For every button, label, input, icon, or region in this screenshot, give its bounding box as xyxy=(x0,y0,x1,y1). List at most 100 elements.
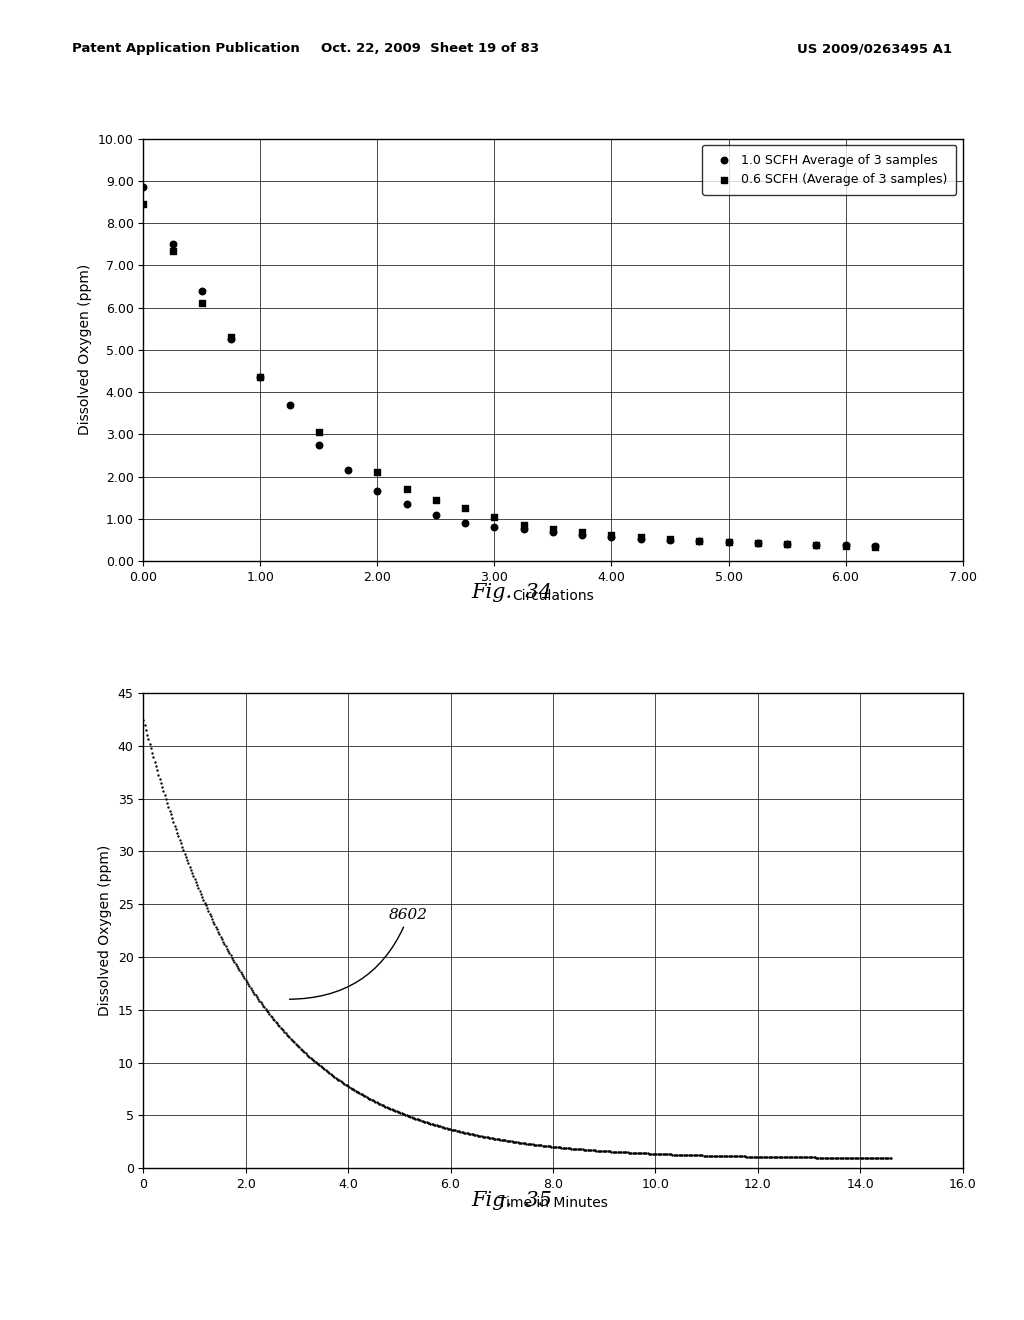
Point xyxy=(300,1045,316,1067)
Point xyxy=(135,710,152,731)
Point xyxy=(251,990,267,1011)
Point xyxy=(278,1023,294,1044)
Point xyxy=(288,1034,304,1055)
Point xyxy=(821,1147,838,1168)
Point xyxy=(572,1139,589,1160)
Point xyxy=(210,921,226,942)
Point xyxy=(242,975,258,997)
Point xyxy=(230,958,247,979)
Point xyxy=(823,1147,840,1168)
Point xyxy=(808,1147,824,1168)
Point xyxy=(582,1139,598,1160)
Point xyxy=(562,1138,579,1159)
Point xyxy=(460,1123,476,1144)
Point xyxy=(647,1143,664,1164)
Point xyxy=(296,1041,312,1063)
Point xyxy=(216,933,232,954)
Point xyxy=(496,1130,512,1151)
Point xyxy=(878,1147,894,1168)
Point xyxy=(744,1146,761,1167)
0.6 SCFH (Average of 3 samples) xyxy=(398,479,415,500)
Point xyxy=(255,995,271,1016)
Point xyxy=(208,916,224,937)
Point xyxy=(700,1144,717,1166)
Point xyxy=(286,1032,302,1053)
Point xyxy=(765,1146,781,1167)
Point xyxy=(461,1123,477,1144)
Point xyxy=(451,1121,467,1142)
Point xyxy=(753,1146,769,1167)
Point xyxy=(882,1147,898,1168)
Point xyxy=(152,768,168,789)
Point xyxy=(550,1137,566,1158)
Point xyxy=(654,1143,671,1164)
Point xyxy=(834,1147,850,1168)
Point xyxy=(612,1142,629,1163)
Point xyxy=(618,1142,635,1163)
Point xyxy=(666,1144,682,1166)
Point xyxy=(175,840,191,861)
Point xyxy=(559,1138,575,1159)
Point xyxy=(575,1139,592,1160)
Point xyxy=(637,1143,653,1164)
Point xyxy=(613,1142,630,1163)
Point xyxy=(831,1147,848,1168)
Point xyxy=(703,1146,720,1167)
Point xyxy=(371,1093,387,1114)
Point xyxy=(871,1147,888,1168)
Point xyxy=(271,1015,288,1036)
Point xyxy=(425,1114,441,1135)
Point xyxy=(308,1053,325,1074)
Point xyxy=(410,1109,426,1130)
Point xyxy=(684,1144,700,1166)
Point xyxy=(535,1135,551,1156)
Point xyxy=(382,1098,398,1119)
1.0 SCFH Average of 3 samples xyxy=(662,529,678,550)
Point xyxy=(644,1143,660,1164)
Point xyxy=(250,989,266,1010)
Point xyxy=(342,1077,358,1098)
Point xyxy=(415,1110,431,1131)
Point xyxy=(248,985,264,1006)
Point xyxy=(264,1007,281,1028)
Point xyxy=(158,788,174,809)
0.6 SCFH (Average of 3 samples) xyxy=(223,326,240,347)
Point xyxy=(330,1069,346,1090)
Point xyxy=(565,1138,582,1159)
Point xyxy=(554,1137,570,1158)
Point xyxy=(470,1125,486,1146)
1.0 SCFH Average of 3 samples xyxy=(750,532,766,553)
Point xyxy=(553,1137,569,1158)
Point xyxy=(354,1085,371,1106)
0.6 SCFH (Average of 3 samples) xyxy=(194,293,210,314)
Point xyxy=(297,1043,313,1064)
Point xyxy=(542,1137,558,1158)
Point xyxy=(301,1047,317,1068)
1.0 SCFH Average of 3 samples xyxy=(165,234,181,255)
Point xyxy=(316,1059,333,1080)
Point xyxy=(476,1126,493,1147)
Point xyxy=(751,1146,767,1167)
Point xyxy=(376,1096,392,1117)
Point xyxy=(653,1143,670,1164)
Point xyxy=(750,1146,766,1167)
Point xyxy=(804,1147,820,1168)
0.6 SCFH (Average of 3 samples) xyxy=(515,515,531,536)
Point xyxy=(464,1123,480,1144)
Point xyxy=(293,1038,309,1059)
1.0 SCFH Average of 3 samples xyxy=(310,434,327,455)
Point xyxy=(631,1143,647,1164)
1.0 SCFH Average of 3 samples xyxy=(838,535,854,556)
Point xyxy=(866,1147,883,1168)
Point xyxy=(628,1142,644,1163)
Point xyxy=(324,1064,340,1085)
Point xyxy=(716,1146,732,1167)
Point xyxy=(746,1146,763,1167)
Point xyxy=(639,1143,655,1164)
0.6 SCFH (Average of 3 samples) xyxy=(603,524,620,545)
Point xyxy=(696,1144,713,1166)
Point xyxy=(523,1134,540,1155)
Point xyxy=(237,968,253,989)
Point xyxy=(336,1073,352,1094)
Point xyxy=(254,994,270,1015)
